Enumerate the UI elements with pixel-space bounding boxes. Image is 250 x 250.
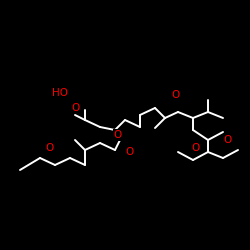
Text: O: O [71, 103, 79, 113]
Text: O: O [114, 130, 122, 140]
Text: O: O [224, 135, 232, 145]
Text: O: O [191, 143, 199, 153]
Text: HO: HO [52, 88, 68, 98]
Text: O: O [126, 147, 134, 157]
Text: O: O [171, 90, 179, 100]
Text: O: O [46, 143, 54, 153]
